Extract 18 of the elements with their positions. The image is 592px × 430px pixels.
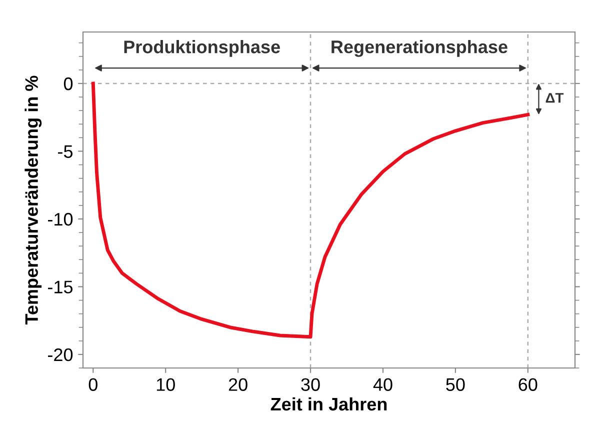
x-tick-label: 0	[88, 378, 98, 391]
line-series	[91, 82, 530, 339]
x-tick-label: 60	[518, 378, 538, 391]
x-axis-title: Zeit in Jahren	[270, 397, 387, 411]
annotation: Regenerationsphase	[332, 40, 508, 57]
x-tick-label: 30	[301, 378, 320, 391]
x-tick-label: 20	[228, 378, 248, 391]
y-tick-label: -20	[48, 348, 73, 362]
x-tick-label: 10	[156, 378, 175, 391]
y-tick-label: -15	[48, 280, 73, 294]
y-tick-label: -5	[58, 145, 73, 158]
y-tick-label: -10	[48, 212, 73, 226]
y-tick-label: 0	[64, 77, 73, 90]
annotation: ΔT	[546, 93, 564, 103]
y-axis-title: Temperaturveränderung in %	[24, 76, 42, 325]
annotation: Produktionsphase	[124, 40, 280, 57]
x-tick-label: 40	[373, 378, 392, 391]
x-tick-label: 50	[446, 378, 465, 391]
